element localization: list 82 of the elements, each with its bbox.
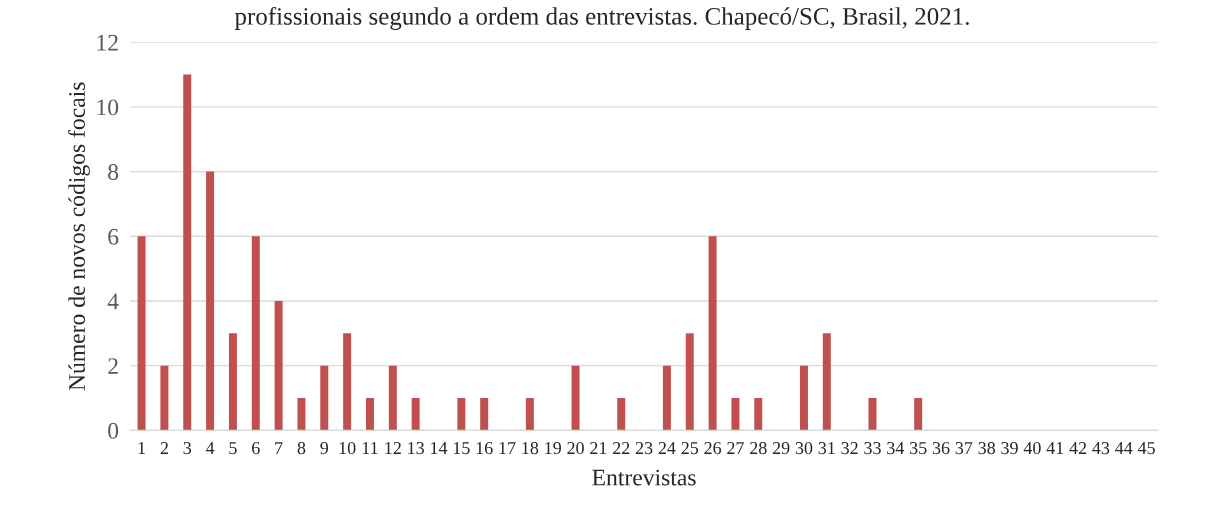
bar [297,397,306,431]
x-tick-label: 5 [229,442,237,455]
x-tick-label: 2 [160,442,168,454]
x-tick-label: 6 [252,442,260,455]
x-tick-label: 21 [590,442,607,454]
x-tick-label: 7 [275,442,283,454]
y-tick-label: 10 [97,99,119,116]
x-tick-label: 39 [1001,442,1018,455]
y-axis-title: Número de novos códigos focais [68,82,90,391]
x-tick-label: 15 [453,442,470,455]
bar [206,171,215,431]
bar [799,365,808,431]
bar [160,365,169,431]
bar [365,397,374,431]
x-tick-label: 14 [431,442,448,454]
x-tick-label: 26 [704,442,722,455]
x-tick-label: 36 [932,442,950,455]
bar [320,365,329,431]
x-tick-label: 27 [727,442,744,454]
y-tick-label: 0 [108,422,119,439]
x-tick-label: 31 [818,442,835,455]
x-tick-label: 29 [772,442,790,455]
y-tick-label: 2 [108,358,118,374]
x-tick-label: 19 [545,442,561,455]
x-tick-label: 45 [1137,442,1155,455]
x-tick-label: 22 [613,442,630,454]
x-tick-label: 30 [795,441,813,455]
x-tick-label: 34 [887,442,905,455]
x-tick-label: 20 [567,441,584,455]
x-tick-label: 38 [978,441,996,455]
bar [662,365,671,431]
bar [343,333,352,431]
bar [685,333,694,431]
x-tick-label: 10 [339,441,356,455]
bar [274,300,283,431]
x-tick-label: 4 [205,442,215,454]
x-tick-label: 8 [297,441,306,455]
x-tick-label: 42 [1069,442,1087,454]
x-tick-label: 24 [658,442,676,454]
bar [571,365,580,431]
x-tick-label: 35 [910,442,927,455]
chart-title: profissionais segundo a ordem das entrevistas. Chapecó/SC, Brasil, 2021. [234,6,969,30]
bar [228,333,237,431]
bar [388,365,397,431]
bar [708,236,717,431]
x-tick-label: 28 [750,441,767,455]
bar [411,397,420,431]
x-tick-label: 33 [864,442,881,455]
bar [754,397,763,431]
bar [617,397,626,431]
bar [868,397,877,431]
y-tick-label: 4 [107,293,119,310]
x-tick-label: 13 [408,442,424,455]
bar [914,397,923,431]
x-tick-label: 17 [499,442,516,454]
x-tick-label: 11 [362,442,378,454]
bar [251,236,260,431]
bar [457,397,466,431]
x-tick-label: 9 [320,442,329,455]
bar [731,397,740,431]
x-tick-label: 25 [681,442,699,455]
x-tick-label: 37 [955,442,973,455]
x-axis-title: Entrevistas [592,469,696,486]
y-tick-label: 6 [108,228,119,245]
y-tick-label: 12 [97,34,118,51]
x-tick-label: 23 [635,442,653,455]
x-tick-label: 41 [1046,442,1064,454]
x-tick-label: 43 [1092,442,1110,455]
bar [480,397,489,431]
bar [525,397,534,431]
x-tick-label: 3 [183,442,192,455]
x-tick-label: 32 [841,442,858,455]
bar [183,74,192,431]
y-tick-label: 8 [108,164,119,181]
bar [822,333,831,431]
x-tick-label: 1 [138,442,145,454]
x-tick-label: 16 [476,442,493,455]
x-tick-label: 18 [522,441,539,455]
x-tick-label: 12 [385,442,401,454]
bar [137,236,146,431]
x-tick-label: 40 [1023,441,1041,455]
x-tick-label: 44 [1115,442,1133,454]
